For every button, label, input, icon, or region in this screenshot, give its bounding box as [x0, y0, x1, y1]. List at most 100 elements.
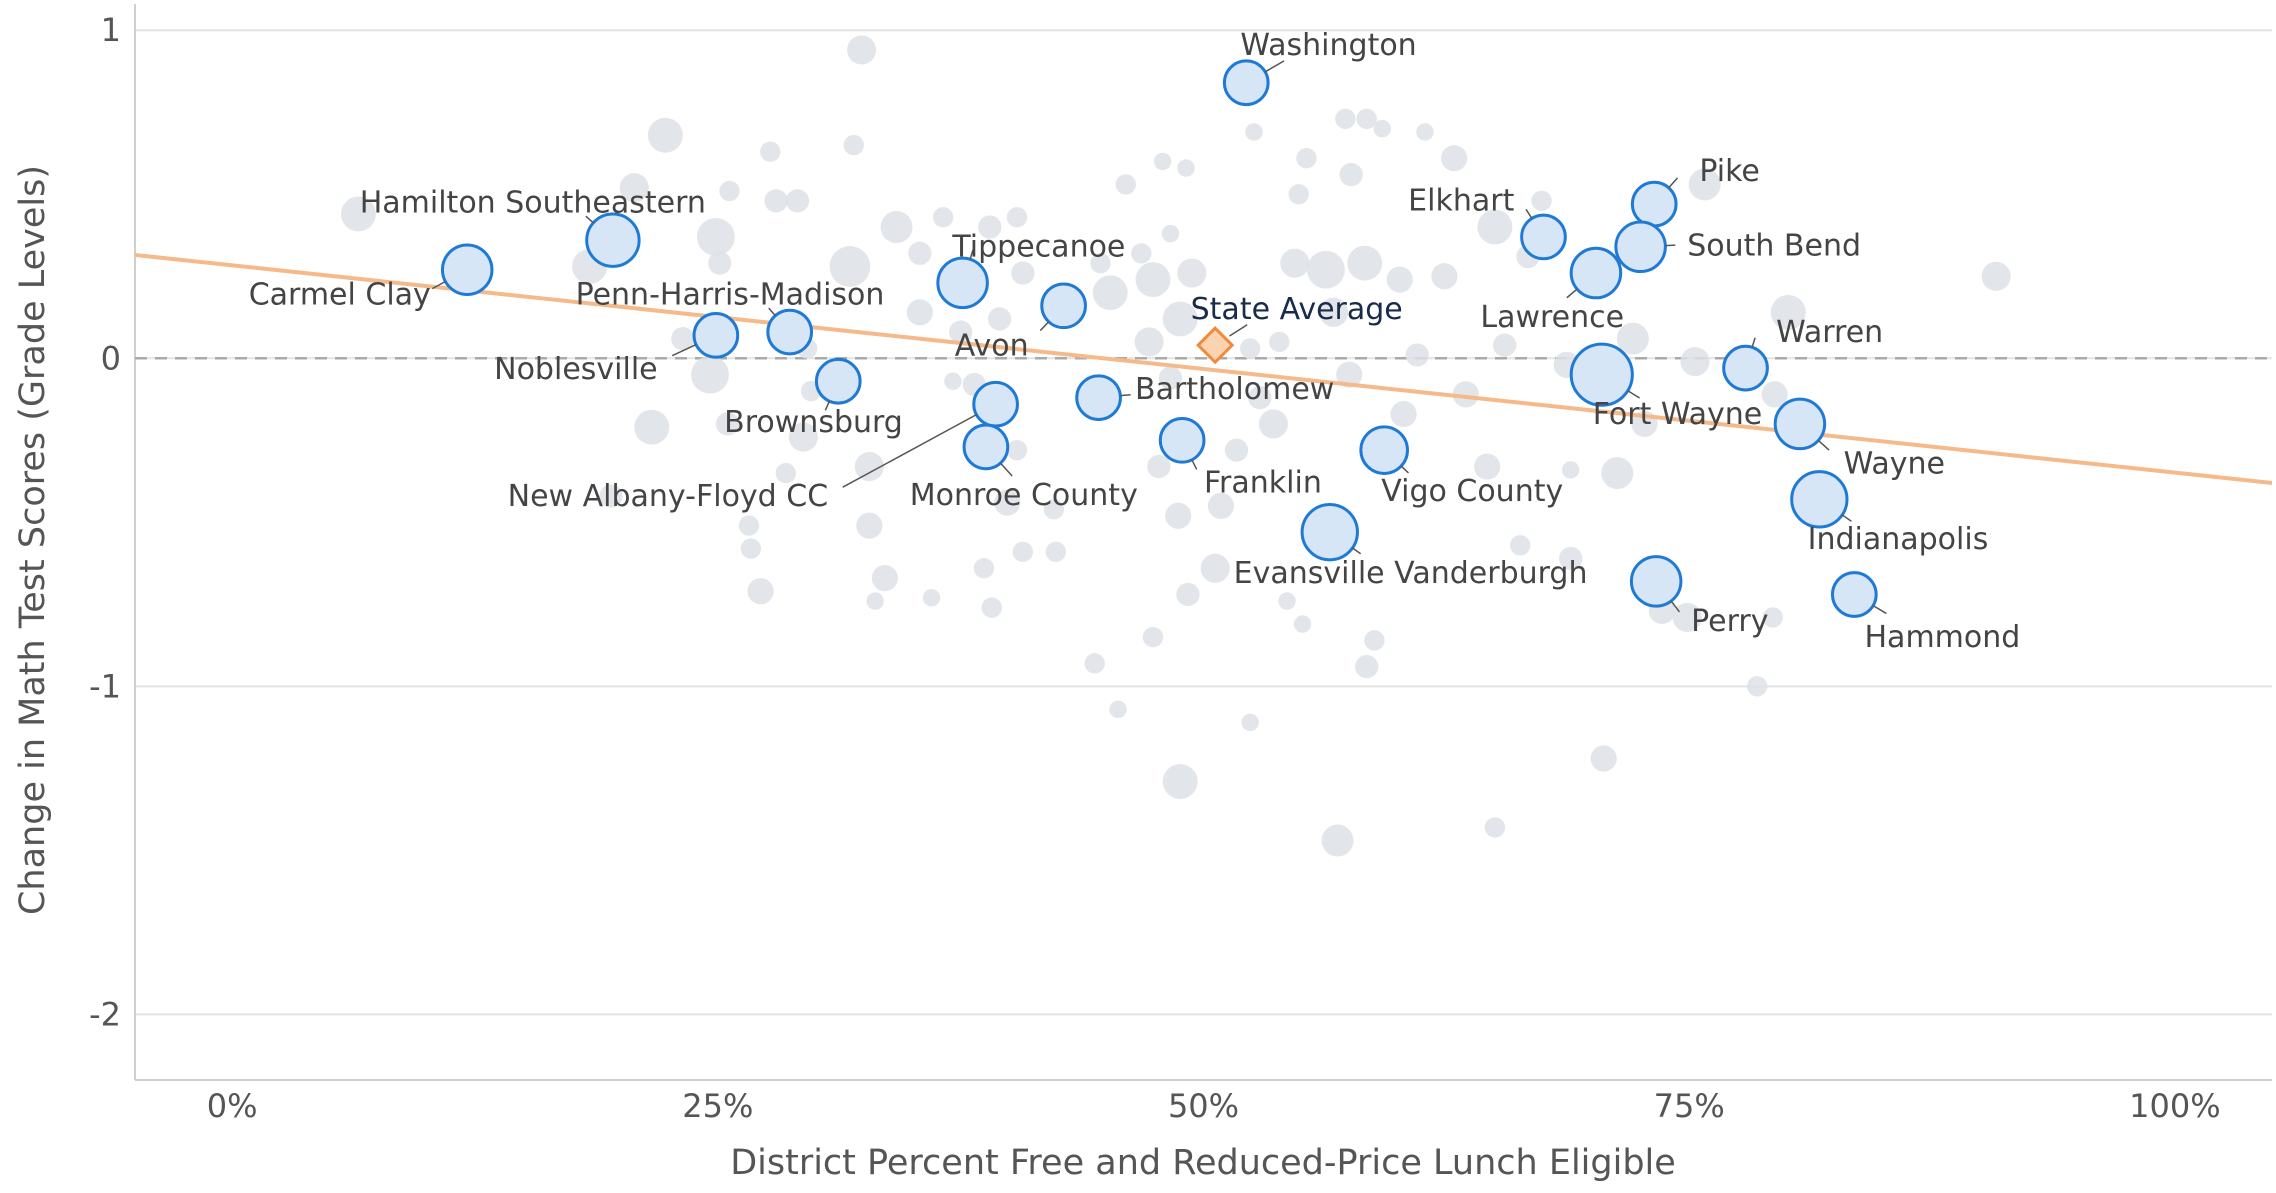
- district-label: Hammond: [1865, 620, 2021, 655]
- highlighted-district: [1300, 502, 1359, 562]
- district-point: [1134, 327, 1164, 357]
- district-point: [1135, 262, 1171, 298]
- district-point: [1278, 592, 1296, 610]
- district-label: Franklin: [1204, 466, 1322, 501]
- district-point: [1484, 817, 1506, 838]
- district-point: [696, 217, 735, 256]
- state-average-label: State Average: [1191, 292, 1403, 327]
- highlighted-district: [766, 308, 814, 356]
- district-point: [1177, 258, 1207, 288]
- highlighted-district: [1773, 397, 1827, 451]
- district-point: [634, 409, 670, 445]
- leader-line: [1668, 177, 1679, 189]
- highlighted-district: [1569, 246, 1623, 300]
- district-point: [1431, 263, 1458, 290]
- district-point: [847, 35, 877, 65]
- y-tick-label: -2: [89, 995, 121, 1033]
- district-point: [866, 592, 884, 610]
- district-point: [1224, 438, 1249, 462]
- district-point: [647, 117, 683, 153]
- district-point: [843, 134, 865, 156]
- district-point: [1416, 123, 1434, 141]
- district-point: [764, 189, 788, 213]
- district-point: [987, 307, 1012, 331]
- highlighted-district: [1222, 59, 1270, 107]
- district-point: [1531, 190, 1552, 212]
- district-point: [1011, 261, 1035, 285]
- highlighted-district: [962, 423, 1010, 471]
- district-point: [1335, 108, 1356, 130]
- district-point: [1045, 541, 1067, 563]
- district-point: [1339, 162, 1363, 187]
- district-point: [1142, 626, 1164, 648]
- leader-line: [1039, 321, 1050, 332]
- trend-line: [134, 252, 2273, 485]
- district-label: Bartholomew: [1135, 372, 1334, 407]
- leader-line: [1264, 60, 1285, 73]
- district-point: [1006, 207, 1028, 228]
- district-point: [1746, 676, 1768, 697]
- district-point: [1043, 499, 1065, 520]
- district-point: [708, 251, 732, 275]
- leader-line: [1670, 600, 1681, 613]
- district-point: [775, 462, 797, 484]
- district-point: [1090, 252, 1111, 274]
- district-point: [1239, 338, 1261, 359]
- district-point: [1177, 159, 1195, 177]
- district-point: [1306, 250, 1345, 289]
- leader-line: [1525, 208, 1533, 219]
- x-axis-title: District Percent Free and Reduced-Price …: [730, 1143, 1676, 1183]
- highlighted-district: [692, 311, 740, 359]
- district-point: [599, 484, 623, 508]
- district-label: Wayne: [1844, 446, 1945, 481]
- leader-line: [1872, 604, 1887, 615]
- district-point: [1115, 174, 1136, 195]
- district-label: South Bend: [1687, 228, 1861, 263]
- highlighted-district: [1790, 470, 1849, 529]
- district-point: [906, 299, 933, 326]
- district-point: [1288, 184, 1309, 205]
- x-tick-label: 50%: [1168, 1087, 1239, 1125]
- highlighted-district: [1629, 555, 1683, 608]
- highlighted-district: [1830, 571, 1878, 618]
- highlighted-district: [1040, 282, 1087, 330]
- district-label: Carmel Clay: [249, 278, 431, 313]
- highlighted-district: [1614, 220, 1667, 274]
- district-label: Tippecanoe: [951, 230, 1125, 265]
- district-label: Hamilton Southeastern: [360, 186, 706, 221]
- district-label: Fort Wayne: [1593, 397, 1763, 432]
- district-point: [619, 173, 649, 203]
- district-point: [738, 515, 760, 536]
- district-point: [1012, 541, 1034, 563]
- district-point: [1165, 502, 1192, 529]
- district-label: Evansville Vanderburgh: [1234, 556, 1588, 591]
- state-average-marker: [1196, 326, 1235, 365]
- leader-line: [585, 215, 594, 224]
- leader-line: [768, 307, 776, 317]
- leader-line: [1191, 459, 1198, 470]
- x-tick-label: 25%: [682, 1087, 753, 1125]
- district-point: [1241, 713, 1259, 732]
- district-point: [1269, 331, 1290, 353]
- district-point: [1441, 145, 1468, 172]
- district-point: [1355, 655, 1379, 679]
- district-point: [871, 564, 898, 592]
- district-point: [1248, 386, 1272, 410]
- district-point: [932, 207, 954, 228]
- district-label: New Albany-Floyd CC: [508, 479, 829, 514]
- district-point: [944, 372, 962, 390]
- district-point: [1084, 653, 1105, 674]
- district-label: Brownsburg: [724, 405, 903, 440]
- highlighted-district: [814, 357, 862, 405]
- leader-line: [999, 462, 1013, 477]
- district-point: [1092, 275, 1128, 311]
- district-point: [1474, 453, 1501, 480]
- district-point: [1561, 461, 1580, 479]
- leader-line: [969, 249, 974, 260]
- x-tick-label: 100%: [2129, 1087, 2220, 1125]
- district-label: Pike: [1699, 154, 1760, 189]
- district-point: [1373, 119, 1391, 138]
- district-point: [1162, 764, 1198, 799]
